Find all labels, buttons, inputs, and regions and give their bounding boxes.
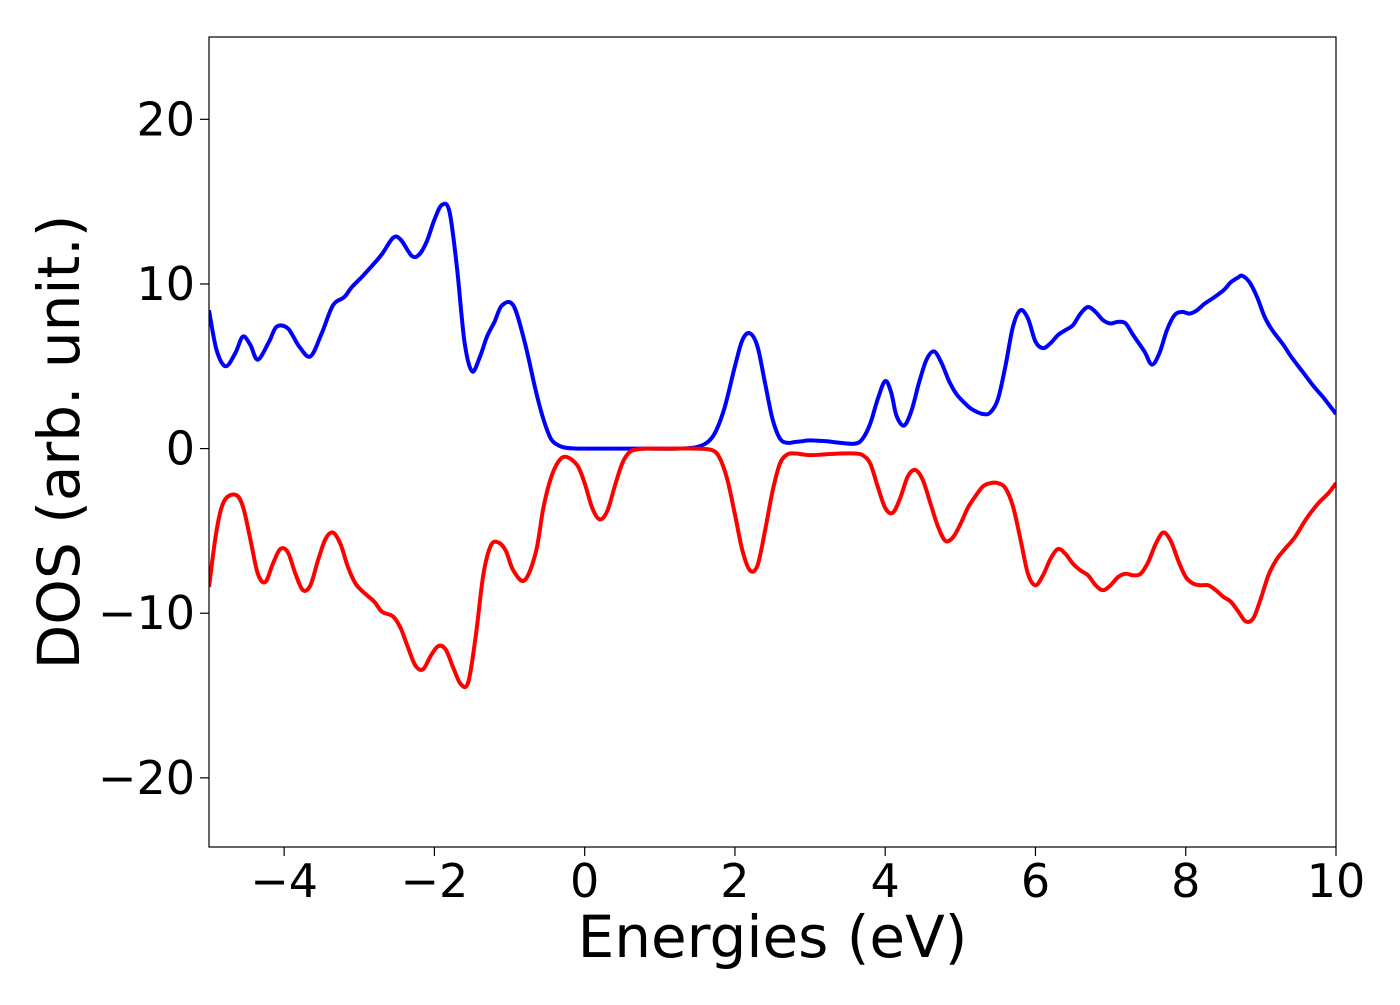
series-line-0: [209, 201, 1336, 451]
x-tick-label: 2: [720, 854, 749, 908]
x-tick-label: 6: [1021, 854, 1050, 908]
x-tick-label: 4: [871, 854, 900, 908]
x-tick-label: −2: [400, 854, 468, 908]
y-tick-label: −10: [98, 586, 195, 640]
y-tick-label: −20: [98, 751, 195, 805]
x-tick-label: 0: [570, 854, 599, 908]
x-axis-title: Energies (eV): [578, 903, 968, 971]
x-tick-label: 10: [1307, 854, 1366, 908]
series-layer: [209, 201, 1336, 690]
y-axis-title: DOS (arb. unit.): [25, 215, 93, 670]
series-line-1: [209, 446, 1336, 690]
y-tick-label: 20: [136, 92, 195, 146]
y-tick-label: 10: [136, 257, 195, 311]
y-tick-label: 0: [166, 422, 195, 476]
x-tick-label: −4: [250, 854, 318, 908]
x-tick-label: 8: [1171, 854, 1200, 908]
plot-frame: [208, 36, 1337, 848]
